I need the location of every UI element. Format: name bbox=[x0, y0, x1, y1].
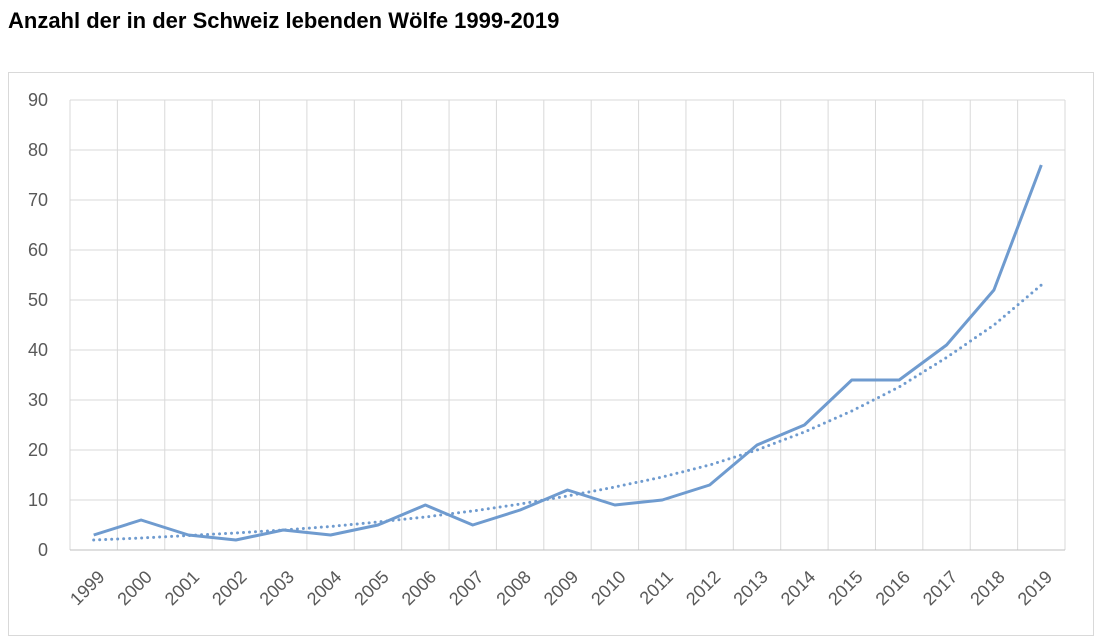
x-tick-label: 2013 bbox=[729, 567, 771, 609]
x-tick-label: 2009 bbox=[540, 567, 582, 609]
x-tick-label: 2007 bbox=[445, 567, 487, 609]
chart-title: Anzahl der in der Schweiz lebenden Wölfe… bbox=[8, 8, 559, 33]
x-tick-label: 2015 bbox=[824, 567, 866, 609]
y-tick-label: 80 bbox=[28, 140, 48, 160]
x-tick-label: 1999 bbox=[66, 567, 108, 609]
x-tick-label: 2018 bbox=[966, 567, 1008, 609]
x-tick-label: 2019 bbox=[1014, 567, 1056, 609]
x-tick-label: 2005 bbox=[350, 567, 392, 609]
y-tick-label: 30 bbox=[28, 390, 48, 410]
y-tick-label: 10 bbox=[28, 490, 48, 510]
x-tick-label: 2008 bbox=[492, 567, 534, 609]
y-tick-label: 50 bbox=[28, 290, 48, 310]
x-tick-label: 2000 bbox=[113, 567, 155, 609]
x-tick-label: 2014 bbox=[777, 567, 819, 609]
x-tick-label: 2001 bbox=[161, 567, 203, 609]
x-tick-label: 2010 bbox=[587, 567, 629, 609]
x-tick-label: 2003 bbox=[256, 567, 298, 609]
x-tick-label: 2012 bbox=[682, 567, 724, 609]
data-line bbox=[93, 164, 1043, 542]
chart-frame bbox=[8, 72, 1094, 636]
y-tick-label: 90 bbox=[28, 90, 48, 110]
x-tick-label: 2017 bbox=[919, 567, 961, 609]
y-tick-label: 0 bbox=[38, 540, 48, 560]
trend-line bbox=[92, 283, 1043, 542]
x-tick-label: 2006 bbox=[398, 567, 440, 609]
y-tick-label: 70 bbox=[28, 190, 48, 210]
y-tick-label: 40 bbox=[28, 340, 48, 360]
x-tick-label: 2011 bbox=[636, 567, 678, 609]
x-tick-label: 2004 bbox=[303, 567, 345, 609]
x-tick-label: 2002 bbox=[208, 567, 250, 609]
y-tick-label: 20 bbox=[28, 440, 48, 460]
x-tick-label: 2016 bbox=[872, 567, 914, 609]
y-tick-label: 60 bbox=[28, 240, 48, 260]
